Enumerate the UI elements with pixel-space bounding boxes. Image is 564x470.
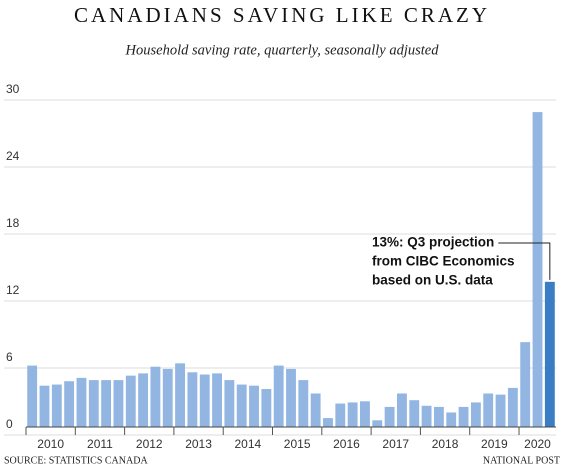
bar [51,384,62,427]
bar [249,385,259,427]
bar [470,402,481,427]
x-tick-label: 2013 [185,437,212,451]
y-tick-label: 0 [6,417,13,431]
bar [409,400,420,427]
y-tick-label: 24 [6,149,20,163]
bar [446,412,457,427]
x-tick-label: 2016 [333,437,360,451]
x-tick-label: 2015 [284,437,311,451]
bar [483,393,494,427]
bar [495,394,506,427]
bar [199,374,210,427]
x-tick-label: 2010 [37,437,64,451]
bar [27,365,38,427]
bar [372,420,383,427]
bar [458,406,469,427]
x-tick-label: 2019 [481,437,508,451]
bar [433,406,444,427]
bar [187,372,198,427]
bar [236,384,247,427]
bar [76,377,87,427]
y-tick-label: 30 [6,82,20,96]
bar [323,418,333,427]
bar [150,366,161,427]
y-tick-label: 6 [6,350,13,364]
bar [39,385,50,427]
bar [101,380,112,427]
annotation-leader [498,242,551,280]
bar [397,393,407,427]
bar [64,381,75,427]
x-tick-label: 2020 [524,437,551,451]
bar [421,405,432,427]
bar [224,380,235,427]
bar [273,365,284,427]
source: SOURCE: STATISTICS CANADA [4,455,148,466]
bar [125,375,136,427]
bar [507,387,518,427]
bar [298,380,309,427]
bar [384,406,395,427]
bar [138,373,149,427]
y-tick-label: 18 [6,216,20,230]
x-tick-label: 2017 [382,437,409,451]
bar [335,403,346,427]
y-tick-label: 12 [6,283,20,297]
bar [212,373,222,427]
bar [88,380,99,427]
chart-title: CANADIANS SAVING LIKE CRAZY [74,3,490,27]
x-tick-label: 2018 [432,437,459,451]
bar [286,368,296,427]
bar [520,342,531,427]
annotation: from CIBC Economics [372,254,515,269]
x-tick-label: 2014 [235,437,262,451]
bar [347,402,358,427]
bar [544,281,555,427]
chart-subtitle: Household saving rate, quarterly, season… [125,42,440,58]
x-tick-label: 2012 [136,437,163,451]
bar [261,389,272,427]
credit: NATIONAL POST [483,455,560,466]
annotation: 13%: Q3 projection [372,235,494,250]
bar [310,393,321,427]
bar [113,380,124,427]
bar [162,368,173,427]
annotation: based on U.S. data [372,273,493,288]
bar [532,112,543,427]
bar [175,363,185,427]
bar [360,401,370,427]
x-tick-label: 2011 [87,437,113,451]
